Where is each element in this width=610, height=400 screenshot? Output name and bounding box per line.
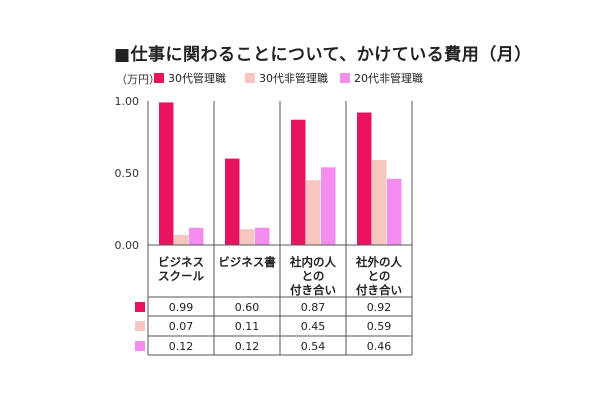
y-axis-unit: （万円） [116,73,160,86]
bar-series0-cat0 [159,102,174,245]
table-value-series1-cat3: 0.59 [367,320,392,333]
table-value-series2-cat2: 0.54 [301,340,326,353]
category-label: スクール [158,269,204,283]
legend-swatch-30s-manager [154,73,164,83]
chart-title: ■仕事に関わることについて、かけている費用（月） [114,45,532,65]
category-label: との [368,269,391,283]
y-tick-label: 0.50 [115,167,140,180]
category-label: ビジネス [158,255,204,269]
bar-series1-cat0 [174,234,189,245]
table-row-swatch-series2 [135,341,145,351]
legend-label-20s-non-manager: 20代非管理職 [354,72,423,85]
table-value-series1-cat0: 0.07 [169,320,194,333]
table-row-swatch-series0 [135,302,145,312]
bar-series2-cat3 [387,178,402,245]
table-row-swatch-series1 [135,321,145,331]
category-label: との [302,269,325,283]
bar-series0-cat3 [357,112,372,246]
legend-label-30s-non-manager: 30代非管理職 [259,72,328,85]
legend-item-30s-manager: 30代管理職 [154,70,226,86]
bar-series2-cat1 [255,227,270,245]
y-tick-label: 0.00 [115,239,140,252]
table-value-series0-cat0: 0.99 [169,301,194,314]
table-value-series2-cat3: 0.46 [367,340,392,353]
table-value-series0-cat2: 0.87 [301,301,326,314]
legend-item-30s-non-manager: 30代非管理職 [245,70,328,86]
legend-item-20s-non-manager: 20代非管理職 [340,70,423,86]
table-value-series0-cat1: 0.60 [235,301,260,314]
table-value-series1-cat2: 0.45 [301,320,326,333]
category-label: 社外の人 [355,255,402,269]
table-value-series2-cat1: 0.12 [235,340,260,353]
bar-series1-cat1 [240,229,255,245]
y-tick-label: 1.00 [115,95,140,108]
category-label: 付き合い [356,283,402,297]
category-label: 社内の人 [289,255,336,269]
category-label: 付き合い [290,283,336,297]
bar-series0-cat2 [291,119,306,245]
table-value-series0-cat3: 0.92 [367,301,392,314]
legend-swatch-20s-non-manager [340,73,350,83]
bar-series2-cat2 [321,167,336,245]
bar-series0-cat1 [225,158,240,245]
bar-series1-cat3 [372,160,387,245]
table-value-series2-cat0: 0.12 [169,340,194,353]
bar-series1-cat2 [306,180,321,245]
category-label: ビジネス書 [218,255,276,269]
legend-label-30s-manager: 30代管理職 [168,72,226,85]
legend-swatch-30s-non-manager [245,73,255,83]
table-value-series1-cat1: 0.11 [235,320,260,333]
bar-series2-cat0 [189,227,204,245]
